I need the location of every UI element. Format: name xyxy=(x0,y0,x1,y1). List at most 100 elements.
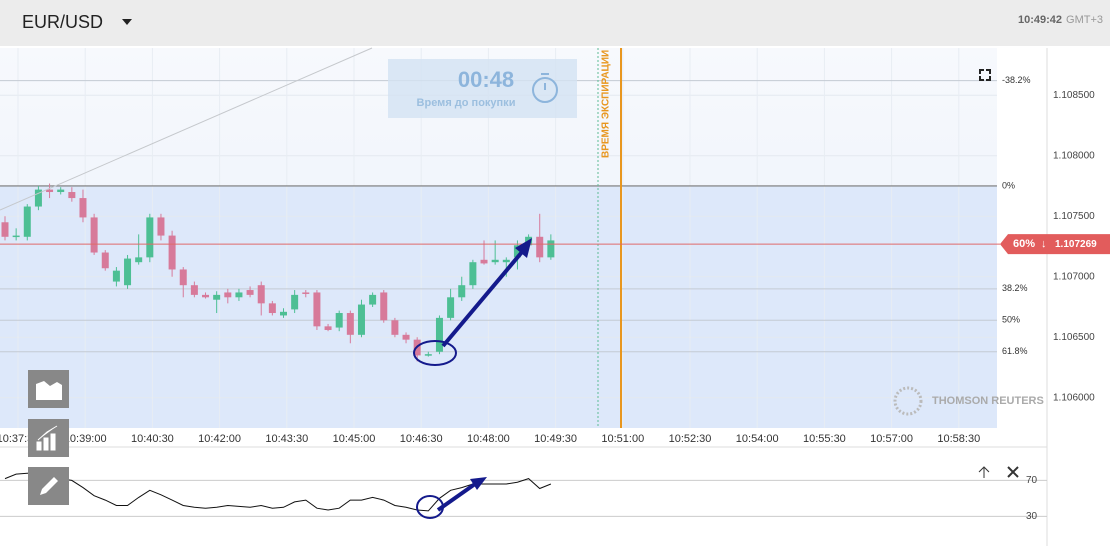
candle-body xyxy=(224,292,232,298)
candle-body xyxy=(135,257,143,263)
candle-body xyxy=(157,217,165,236)
candle-body xyxy=(291,294,299,310)
candle-body xyxy=(213,294,221,300)
x-tick-label: 10:58:30 xyxy=(937,433,980,445)
candle-body xyxy=(235,292,243,298)
candle-body xyxy=(547,240,555,258)
candle-body xyxy=(90,217,98,253)
x-tick-label: 10:39:00 xyxy=(64,433,107,445)
candle-body xyxy=(513,245,521,258)
header-bar xyxy=(0,0,1110,46)
y-tick-label: 30 xyxy=(1026,511,1038,522)
candle-body xyxy=(34,189,42,207)
candle-body xyxy=(146,217,154,258)
fib-label: 0% xyxy=(1002,180,1015,190)
x-tick-label: 10:45:00 xyxy=(333,433,376,445)
candle-body xyxy=(23,206,31,237)
payout: 60% xyxy=(1013,238,1035,250)
y-tick-label: 1.106500 xyxy=(1053,332,1095,343)
timer-caption: Время до покупки xyxy=(417,97,516,109)
y-tick-label: 1.107000 xyxy=(1053,271,1095,282)
watermark: THOMSON REUTERS xyxy=(932,395,1044,407)
candle-body xyxy=(391,320,399,335)
last-price: 1.107269 xyxy=(1055,239,1097,250)
x-tick-label: 10:43:30 xyxy=(265,433,308,445)
y-tick-label: 1.108500 xyxy=(1053,90,1095,101)
fib-label: -38.2% xyxy=(1002,75,1031,85)
candle-body xyxy=(268,303,276,314)
annotation-arrowhead xyxy=(470,477,487,490)
x-tick-label: 10:51:00 xyxy=(601,433,644,445)
x-tick-label: 10:48:00 xyxy=(467,433,510,445)
candle-body xyxy=(458,285,466,298)
fib-label: 38.2% xyxy=(1002,283,1028,293)
candle-body xyxy=(46,189,54,193)
fib-label: 50% xyxy=(1002,315,1020,325)
candle-body xyxy=(302,292,310,294)
retracement-zone xyxy=(0,185,997,428)
panel-close-button[interactable] xyxy=(1007,466,1019,478)
candle-body xyxy=(536,236,544,258)
x-tick-label: 10:40:30 xyxy=(131,433,174,445)
candle-body xyxy=(480,259,488,264)
candle-body xyxy=(12,235,20,238)
main-chart: 1.108500 1.108000 1.107500 1.107000 1.106500… xyxy=(0,48,1110,546)
clock: 10:49:42 xyxy=(1018,14,1062,26)
chart-type-icon xyxy=(36,381,62,400)
x-tick-label: 10:52:30 xyxy=(669,433,712,445)
annotation-circle xyxy=(413,340,457,366)
candle-body xyxy=(380,292,388,321)
symbol[interactable]: EUR/USD xyxy=(22,12,103,32)
y-tick-label: 70 xyxy=(1026,475,1038,486)
y-tick-label: 1.106000 xyxy=(1053,392,1095,403)
timer-countdown: 00:48 xyxy=(458,67,514,92)
fib-label: 61.8% xyxy=(1002,346,1028,356)
annotation-arrowhead xyxy=(515,238,532,258)
candle-body xyxy=(246,290,254,295)
candle-body xyxy=(168,235,176,270)
stopwatch-icon xyxy=(532,73,558,103)
x-tick-label: 10:57:00 xyxy=(870,433,913,445)
candle-body xyxy=(424,354,432,356)
candle-body xyxy=(502,259,510,263)
candle-body xyxy=(79,198,87,218)
x-tick-label: 10:49:30 xyxy=(534,433,577,445)
candle-body xyxy=(357,304,365,335)
toolbar xyxy=(28,370,69,505)
candle-body xyxy=(179,269,187,286)
expiry-label: ВРЕМЯ ЭКСПИРАЦИИ xyxy=(601,50,612,158)
candle-body xyxy=(112,270,120,282)
candle-body xyxy=(469,262,477,286)
candle-body xyxy=(190,285,198,295)
oscillator-line xyxy=(4,472,552,512)
direction: ↓ xyxy=(1041,238,1047,250)
candle-body xyxy=(257,285,265,304)
candle-body xyxy=(491,259,499,263)
candle-body xyxy=(202,294,210,298)
candle-body xyxy=(313,292,321,327)
candle-body xyxy=(346,313,354,335)
candle-body xyxy=(68,192,76,199)
price-tag xyxy=(1000,234,1110,255)
panel-up-button[interactable] xyxy=(978,466,990,478)
x-tick-label: 10:54:00 xyxy=(736,433,779,445)
candle-body xyxy=(280,311,287,316)
y-tick-label: 1.108000 xyxy=(1053,150,1095,161)
candle-body xyxy=(124,258,132,286)
x-tick-label: 10:46:30 xyxy=(400,433,443,445)
candle-body xyxy=(57,189,65,193)
fullscreen-button[interactable] xyxy=(979,69,991,81)
indicators-icon xyxy=(36,425,58,451)
annotation-arrow xyxy=(441,250,524,348)
x-tick-label: 10:42:00 xyxy=(198,433,241,445)
drawing-icon xyxy=(40,477,58,495)
candle-body xyxy=(369,294,377,305)
symbol-dropdown[interactable] xyxy=(122,19,132,25)
candle-body xyxy=(324,326,332,330)
timezone: GMT+3 xyxy=(1066,14,1103,26)
candle-body xyxy=(435,317,443,352)
watermark-logo xyxy=(893,386,923,416)
y-tick-label: 1.107500 xyxy=(1053,211,1095,222)
